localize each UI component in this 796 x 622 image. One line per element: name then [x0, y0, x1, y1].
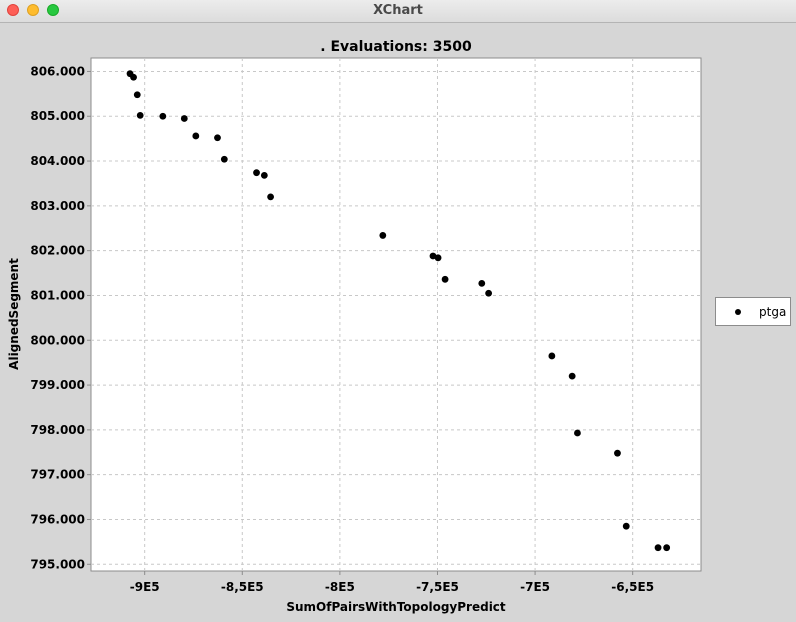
data-point — [253, 169, 260, 177]
y-tick-label: 797.000 — [30, 468, 85, 482]
x-tick-label: -7E5 — [520, 580, 550, 594]
data-points — [126, 70, 671, 552]
data-point — [267, 193, 274, 201]
data-point — [214, 134, 221, 142]
y-tick-label: 804.000 — [30, 154, 85, 168]
data-point — [614, 449, 621, 457]
data-point — [663, 544, 671, 552]
chart-title: . Evaluations: 3500 — [320, 39, 472, 55]
y-tick-label: 802.000 — [30, 244, 85, 258]
y-tick-label: 805.000 — [30, 109, 85, 123]
axis-ticks: -9E5 -8,5E5 -8E5 -7,5E5 -7E5 -6,5E5 795.000 796… — [30, 64, 654, 594]
y-axis-label: AlignedSegment — [7, 258, 21, 370]
y-tick-label: 801.000 — [30, 288, 85, 302]
data-point — [136, 111, 144, 119]
data-point — [159, 112, 167, 120]
plot-area — [90, 57, 702, 572]
y-tick-label: 795.000 — [30, 557, 85, 571]
data-point — [654, 544, 662, 552]
data-point — [260, 171, 268, 179]
x-tick-label: -9E5 — [130, 580, 160, 594]
data-point — [192, 132, 200, 140]
y-tick-label: 806.000 — [30, 64, 85, 78]
data-point — [379, 232, 387, 239]
legend-label: ptga — [759, 305, 787, 319]
data-point — [434, 254, 442, 262]
data-point — [574, 429, 581, 437]
y-tick-label: 803.000 — [30, 199, 85, 213]
data-point — [441, 275, 449, 283]
y-tick-label: 796.000 — [30, 512, 85, 526]
data-point — [568, 372, 576, 380]
data-point — [130, 73, 137, 81]
title-bar: XChart — [0, 0, 796, 23]
x-tick-label: -8E5 — [325, 580, 355, 594]
x-axis-label: SumOfPairsWithTopologyPredict — [286, 600, 506, 614]
window-title: XChart — [373, 3, 423, 18]
y-tick-label: 799.000 — [30, 378, 85, 392]
x-tick-label: -7,5E5 — [416, 580, 459, 594]
data-point — [180, 115, 188, 122]
scatter-chart: . Evaluations: 3500 -9E5 -8,5E5 -8E5 -7,5E5… — [7, 39, 702, 614]
data-point — [478, 279, 486, 287]
data-point — [485, 289, 493, 297]
minimize-window-button[interactable] — [27, 4, 39, 16]
y-tick-label: 800.000 — [30, 333, 85, 347]
data-point — [622, 522, 630, 530]
data-point — [548, 352, 556, 360]
x-tick-label: -8,5E5 — [221, 580, 264, 594]
data-point — [133, 91, 141, 99]
y-tick-label: 798.000 — [30, 423, 85, 437]
legend-marker — [735, 309, 741, 315]
data-point — [220, 155, 228, 163]
x-tick-label: -6,5E5 — [611, 580, 654, 594]
grid-lines — [91, 58, 701, 571]
chart-legend: ptga — [715, 297, 791, 326]
maximize-window-button[interactable] — [47, 4, 59, 16]
close-window-button[interactable] — [7, 4, 19, 16]
